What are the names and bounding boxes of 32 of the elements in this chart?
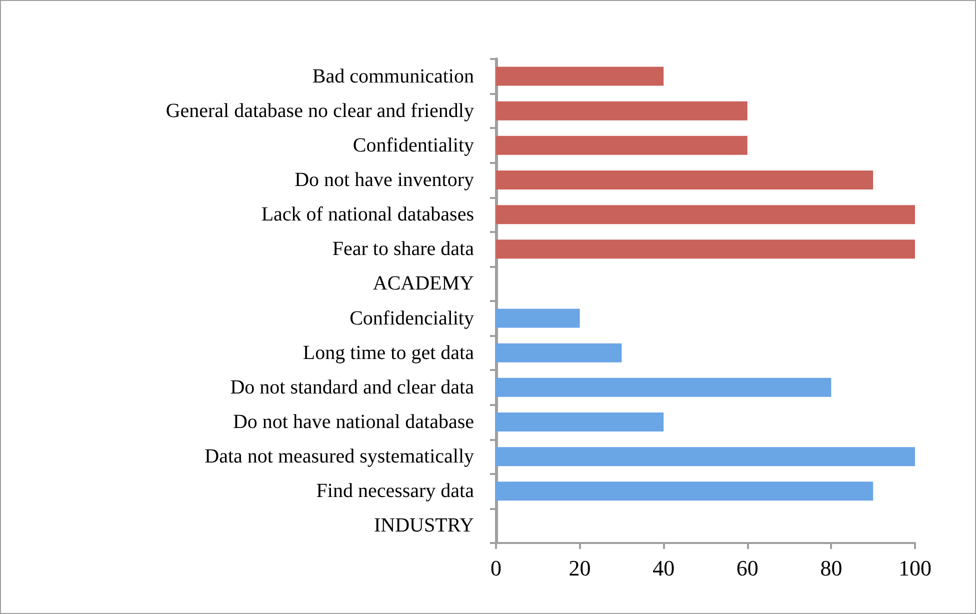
bar <box>496 205 915 224</box>
bar <box>496 136 748 155</box>
bar <box>496 412 664 432</box>
y-tick-label: Fear to share data <box>332 238 474 260</box>
bar <box>496 308 580 328</box>
bar <box>496 66 664 86</box>
x-tick-label: 60 <box>736 556 758 580</box>
y-tick-label: Confidentiality <box>352 134 474 156</box>
bar <box>496 343 622 362</box>
bar <box>496 378 832 397</box>
y-tick-label: General database no clear and friendly <box>166 100 474 122</box>
bar <box>496 170 874 190</box>
x-tick-label: 40 <box>652 556 675 580</box>
x-tick-label: 100 <box>898 556 932 580</box>
bar <box>496 482 874 501</box>
x-tick-label: 80 <box>820 556 842 580</box>
y-tick-label: Data not measured systematically <box>204 446 474 468</box>
y-tick-label: Do not have national database <box>232 411 474 433</box>
y-tick-label: INDUSTRY <box>374 514 474 537</box>
bar <box>496 240 915 259</box>
y-tick-label: Do not have inventory <box>294 169 474 191</box>
y-tick-label: ACADEMY <box>372 272 474 295</box>
bar <box>496 447 915 466</box>
x-tick-label: 0 <box>490 556 502 580</box>
y-tick-label: Find necessary data <box>316 480 474 502</box>
y-tick-label: Long time to get data <box>302 342 474 364</box>
y-tick-label: Lack of national databases <box>261 204 474 226</box>
x-tick-label: 20 <box>568 556 591 580</box>
y-tick-label: Do not standard and clear data <box>230 376 474 398</box>
y-tick-label: Bad communication <box>312 65 474 88</box>
y-tick-label: Confidenciality <box>350 307 474 330</box>
bar <box>496 101 748 120</box>
